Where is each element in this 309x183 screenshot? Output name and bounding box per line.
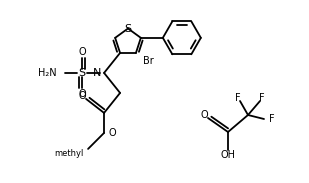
Text: methyl: methyl [55, 150, 84, 158]
Text: H₂N: H₂N [38, 68, 57, 78]
Text: Br: Br [143, 56, 154, 66]
Text: O: O [200, 110, 208, 120]
Text: F: F [235, 93, 241, 103]
Text: OH: OH [221, 150, 235, 160]
Text: N: N [93, 68, 101, 78]
Text: O: O [78, 91, 86, 101]
Text: O: O [108, 128, 116, 138]
Text: S: S [78, 68, 86, 78]
Text: O: O [78, 47, 86, 57]
Text: F: F [259, 93, 265, 103]
Text: F: F [269, 114, 275, 124]
Text: S: S [125, 23, 132, 33]
Text: O: O [78, 89, 86, 99]
